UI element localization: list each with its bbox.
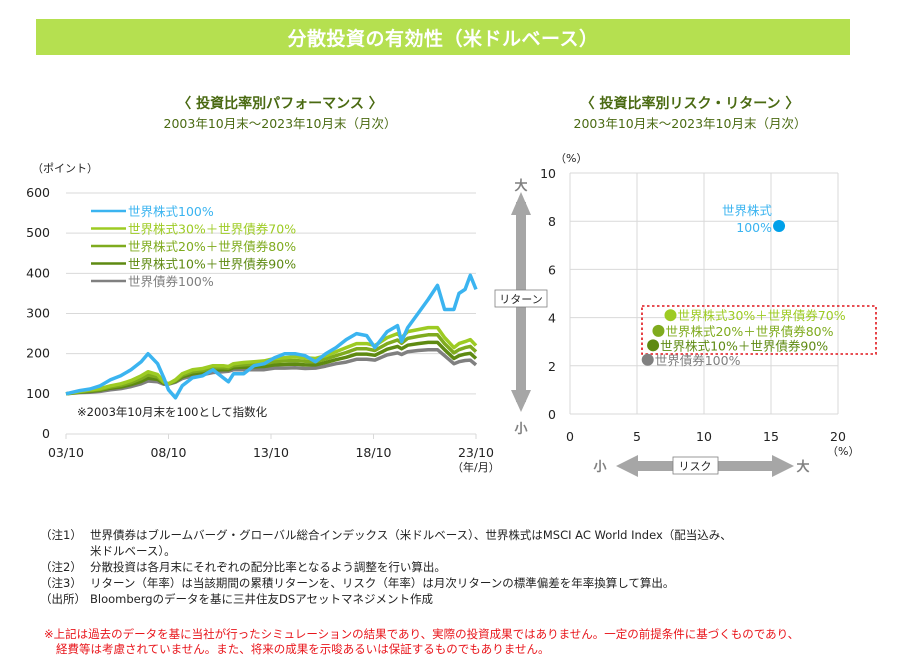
y-tick-label: 6 xyxy=(548,262,556,277)
risk-return-scatter-chart: （%） 0 2 4 6 8 10 0 5 10 15 20 （%） 大 小 リターン 小 大 リス… xyxy=(494,152,877,477)
note-source: （出所） Bloombergのデータを基に三井住友DSアセットマネジメント作成 xyxy=(40,591,732,607)
x-tick-label: 23/10 xyxy=(458,445,494,460)
scatter-point xyxy=(773,220,786,233)
highlight-box xyxy=(641,305,877,355)
performance-chart-header: 〈 投資比率別パフォーマンス 〉 2003年10月末～2023年10月末（月次） xyxy=(60,93,500,132)
x-tick-label: 03/10 xyxy=(48,445,84,460)
note-label: （注2） xyxy=(40,560,82,574)
footnotes: （注1） 世界債券はブルームバーグ・グローバル総合インデックス（米ドルベース）、… xyxy=(40,527,732,607)
return-label: リターン xyxy=(499,293,542,306)
risk-large-label: 大 xyxy=(796,459,809,475)
performance-chart-subtitle: 2003年10月末～2023年10月末（月次） xyxy=(163,116,397,131)
legend-label: 世界株式10%＋世界債券90% xyxy=(128,257,296,272)
y-tick-label: 2 xyxy=(548,359,556,374)
return-large-label: 大 xyxy=(514,178,527,194)
legend-label: 世界債券100% xyxy=(128,274,214,289)
x-tick-label: 15 xyxy=(763,429,779,444)
y-tick-label: 500 xyxy=(26,225,50,240)
risk-small-label: 小 xyxy=(593,460,606,475)
y-tick-label: 200 xyxy=(26,346,50,361)
point-label: 世界株式 xyxy=(722,203,773,218)
disclaimer-line-1: ※上記は過去のデータを基に当社が行ったシミュレーションの結果であり、実際の投資成… xyxy=(44,627,800,641)
point-label: 100% xyxy=(736,220,772,235)
series-line xyxy=(65,333,478,396)
point-label: 世界債券100% xyxy=(655,353,741,368)
note-2: （注2） 分散投資は各月末にそれぞれの配分比率となるよう調整を行い算出。 xyxy=(40,559,732,575)
arrow-right-icon xyxy=(772,455,794,477)
point-label: 世界株式10%＋世界債券90% xyxy=(660,338,828,353)
x-tick-label: 20 xyxy=(830,429,846,444)
y-tick-label: 8 xyxy=(548,214,556,229)
risk-return-chart-header: 〈 投資比率別リスク・リターン 〉 2003年10月末～2023年10月末（月次… xyxy=(500,93,880,132)
scatter-point xyxy=(664,309,677,322)
series-line xyxy=(65,340,478,396)
risk-arrow: 小 大 リスク xyxy=(593,455,810,477)
series-line xyxy=(65,347,478,396)
return-label-box xyxy=(494,289,548,308)
x-tick-label: 13/10 xyxy=(253,445,289,460)
y-tick-label: 400 xyxy=(26,265,50,280)
risk-label: リスク xyxy=(679,460,712,473)
note-1-continued: 米ドルベース）。 xyxy=(90,544,176,558)
chart-annotation: ※2003年10月末を100として指数化 xyxy=(77,405,268,419)
legend-label: 世界株式100% xyxy=(128,204,214,219)
risk-return-chart-subtitle: 2003年10月末～2023年10月末（月次） xyxy=(573,116,807,131)
legend-label: 世界株式20%＋世界債券80% xyxy=(128,239,296,254)
point-label: 世界株式20%＋世界債券80% xyxy=(665,324,833,339)
performance-chart-title: 〈 投資比率別パフォーマンス 〉 xyxy=(177,96,383,112)
note-3: （注3） リターン（年率）は当該期間の累積リターンを、リスク（年率）は月次リター… xyxy=(40,575,732,591)
y-tick-label: 300 xyxy=(26,306,50,321)
banner-title: 分散投資の有効性（米ドルベース） xyxy=(287,27,599,50)
note-label: （注1） xyxy=(40,528,82,542)
arrow-down-icon xyxy=(511,390,531,412)
risk-return-chart-title: 〈 投資比率別リスク・リターン 〉 xyxy=(580,96,800,112)
x-axis-unit: （年/月） xyxy=(452,460,500,474)
y-unit-label: （%） xyxy=(555,152,587,165)
page-banner: 分散投資の有効性（米ドルベース） xyxy=(36,19,850,55)
x-tick-label: 10 xyxy=(696,429,712,444)
disclaimer: ※上記は過去のデータを基に当社が行ったシミュレーションの結果であり、実際の投資成… xyxy=(44,627,799,657)
note-text: 分散投資は各月末にそれぞれの配分比率となるよう調整を行い算出。 xyxy=(90,560,446,574)
return-arrow: 大 小 リターン xyxy=(494,178,548,437)
y-tick-label: 100 xyxy=(26,386,50,401)
note-1: （注1） 世界債券はブルームバーグ・グローバル総合インデックス（米ドルベース）、… xyxy=(40,527,732,543)
arrow-left-icon xyxy=(616,455,638,477)
arrow-up-icon xyxy=(511,192,531,215)
legend-label: 世界株式30%＋世界債券70% xyxy=(128,222,296,237)
note-label: （注3） xyxy=(40,576,82,590)
performance-line-chart: （ポイント） 0 100 200 300 400 500 600 03/10 08/10 13/… xyxy=(26,162,500,474)
x-tick-label: 5 xyxy=(633,429,641,444)
note-text: Bloombergのデータを基に三井住友DSアセットマネジメント作成 xyxy=(90,592,433,606)
y-tick-label: 4 xyxy=(548,311,556,326)
disclaimer-line-2: 経費等は考慮されていません。また、将来の成果を示唆あるいは保証するものでもありま… xyxy=(56,642,550,656)
return-small-label: 小 xyxy=(514,422,527,437)
y-tick-label: 10 xyxy=(540,166,556,181)
y-axis-label: （ポイント） xyxy=(32,162,98,175)
scatter-point xyxy=(641,353,654,366)
x-tick-label: 08/10 xyxy=(150,445,186,460)
note-label: （出所） xyxy=(40,592,86,606)
x-unit-label: （%） xyxy=(827,445,859,458)
x-tick-label: 18/10 xyxy=(355,445,391,460)
y-tick-label: 600 xyxy=(26,185,50,200)
point-label: 世界株式30%＋世界債券70% xyxy=(678,308,846,323)
scatter-point xyxy=(652,324,665,337)
note-text: 世界債券はブルームバーグ・グローバル総合インデックス（米ドルベース）、世界株式は… xyxy=(90,528,732,542)
x-tick-label: 0 xyxy=(566,429,574,444)
scatter-point xyxy=(647,339,660,352)
risk-label-box xyxy=(672,456,719,475)
note-text: リターン（年率）は当該期間の累積リターンを、リスク（年率）は月次リターンの標準偏… xyxy=(90,576,675,590)
y-tick-label: 0 xyxy=(548,407,556,422)
series-line xyxy=(65,273,478,400)
y-tick-label: 0 xyxy=(42,426,50,441)
